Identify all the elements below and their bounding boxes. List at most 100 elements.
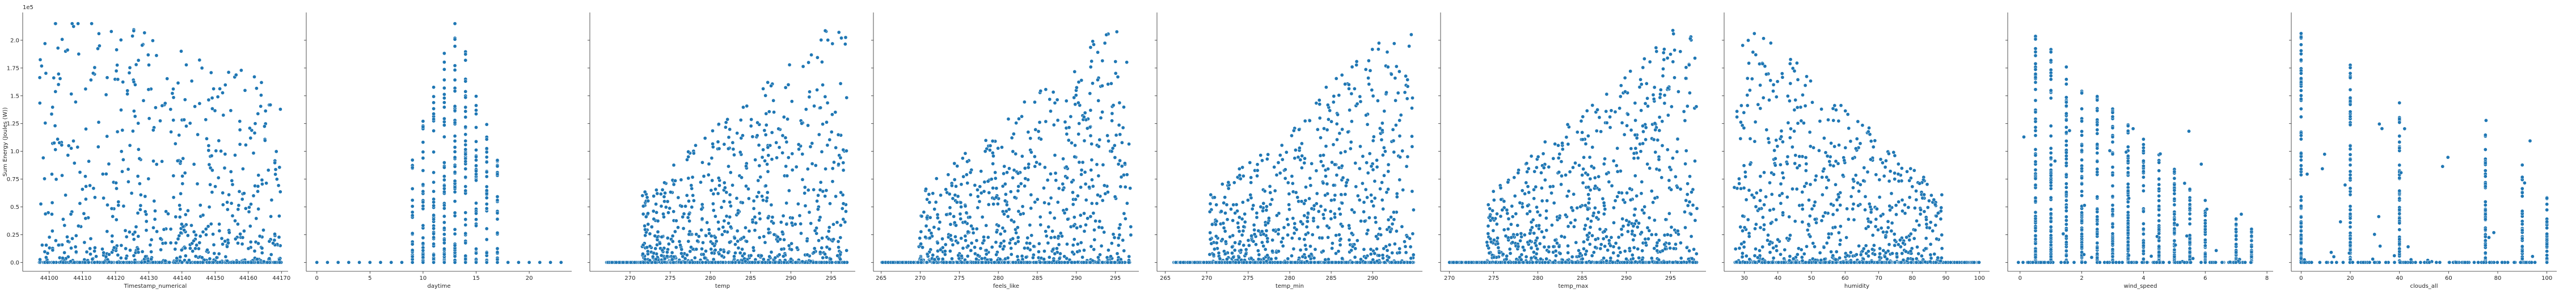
data-point <box>74 100 78 104</box>
data-point <box>273 167 278 171</box>
data-point <box>1630 253 1635 257</box>
data-point <box>1322 127 1326 131</box>
data-point <box>183 254 188 258</box>
data-point <box>1369 260 1373 265</box>
data-point <box>1254 242 1258 247</box>
data-point <box>670 250 674 255</box>
data-point <box>168 107 173 111</box>
data-point <box>225 200 229 204</box>
data-point <box>432 150 436 154</box>
data-point <box>1106 82 1110 86</box>
data-point <box>432 200 436 204</box>
data-point <box>1374 220 1378 224</box>
data-point <box>755 120 759 125</box>
data-point <box>1655 249 1659 253</box>
data-point <box>767 254 772 259</box>
data-point <box>50 172 54 177</box>
data-point <box>973 183 977 187</box>
data-point <box>248 136 253 140</box>
data-point <box>463 105 468 110</box>
data-point <box>666 211 670 215</box>
data-point <box>495 164 500 169</box>
data-point <box>239 68 243 73</box>
data-point <box>662 199 666 204</box>
data-point <box>1389 215 1393 219</box>
data-point <box>834 145 838 150</box>
data-point <box>1640 180 1644 184</box>
data-point <box>988 148 992 152</box>
data-point <box>717 122 721 127</box>
data-point <box>646 211 650 216</box>
data-point <box>940 245 945 250</box>
data-point <box>779 220 783 224</box>
data-point <box>1089 244 1093 249</box>
data-point <box>1034 260 1038 265</box>
data-point <box>958 200 963 205</box>
data-point <box>1290 254 1294 258</box>
data-point <box>1304 247 1308 251</box>
data-point <box>645 245 649 250</box>
data-point <box>240 236 245 240</box>
data-point <box>138 182 142 186</box>
data-point <box>690 205 694 209</box>
data-point <box>1535 165 1539 170</box>
data-point <box>53 124 57 128</box>
data-point <box>183 246 187 250</box>
data-point <box>1290 181 1295 186</box>
data-point <box>226 70 231 74</box>
data-point <box>1221 237 1224 242</box>
data-point <box>143 254 147 259</box>
data-point <box>737 260 741 265</box>
data-point <box>109 30 113 33</box>
data-point <box>1381 207 1386 211</box>
data-point <box>806 60 810 65</box>
data-point <box>432 112 436 116</box>
data-point <box>97 31 101 36</box>
data-point <box>965 260 969 265</box>
data-point <box>1410 189 1414 194</box>
data-point <box>1244 247 1248 252</box>
data-point <box>991 202 996 206</box>
data-point <box>102 260 106 265</box>
data-point <box>1237 242 1241 246</box>
data-point <box>453 120 457 125</box>
data-point <box>1678 49 1683 54</box>
data-point <box>149 238 154 242</box>
data-point <box>484 260 489 265</box>
data-point <box>771 221 776 225</box>
data-point <box>192 162 196 166</box>
data-point <box>951 196 955 201</box>
data-point <box>1381 153 1385 157</box>
data-point <box>119 108 123 112</box>
data-point <box>728 170 733 175</box>
data-point <box>432 226 436 230</box>
data-point <box>1071 190 1075 195</box>
data-point <box>1319 204 1323 208</box>
data-point <box>238 128 242 132</box>
data-point <box>721 260 725 265</box>
data-point <box>176 237 180 241</box>
data-point <box>1359 257 1363 262</box>
data-point <box>1614 241 1618 245</box>
data-point <box>463 142 468 147</box>
data-point <box>1379 233 1383 237</box>
data-point <box>1316 209 1321 213</box>
data-point <box>85 250 89 254</box>
data-point <box>83 216 88 221</box>
data-point <box>696 234 701 238</box>
data-point <box>809 221 813 225</box>
data-point <box>750 260 754 265</box>
data-point <box>1393 260 1398 265</box>
data-point <box>273 232 277 236</box>
data-point <box>1110 146 1115 150</box>
data-point <box>474 148 478 152</box>
data-point <box>1652 85 1657 90</box>
data-point <box>1025 246 1030 250</box>
data-point <box>1116 75 1120 79</box>
data-point <box>1362 219 1367 224</box>
data-point <box>978 246 983 250</box>
data-point <box>255 257 259 262</box>
data-point <box>755 133 759 138</box>
data-point <box>1241 243 1246 247</box>
data-point <box>1074 197 1078 202</box>
